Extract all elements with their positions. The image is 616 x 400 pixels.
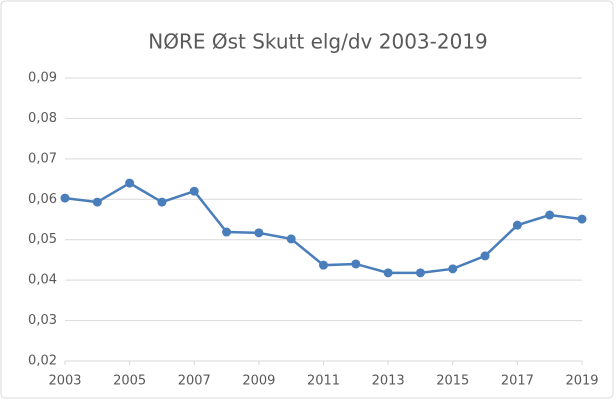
data-point: [125, 178, 135, 188]
data-point: [512, 220, 522, 230]
data-point: [92, 197, 102, 207]
x-tick-label: 2015: [436, 374, 469, 389]
data-point: [448, 264, 458, 274]
data-point: [286, 234, 296, 244]
x-tick-label: 2011: [307, 374, 340, 389]
data-point: [254, 228, 264, 238]
x-tick-label: 2007: [178, 374, 211, 389]
y-tick-label: 0,08: [28, 111, 57, 126]
y-tick-label: 0,07: [28, 151, 57, 166]
y-tick-label: 0,06: [28, 192, 57, 207]
y-tick-label: 0,04: [28, 273, 57, 288]
y-tick-label: 0,05: [28, 232, 57, 247]
y-tick-label: 0,02: [28, 354, 57, 369]
data-point: [545, 210, 555, 220]
x-tick-label: 2003: [48, 374, 81, 389]
x-tick-label: 2009: [242, 374, 275, 389]
data-point: [60, 193, 70, 203]
x-tick-label: 2013: [372, 374, 405, 389]
data-point: [351, 259, 361, 269]
x-tick-label: 2019: [565, 374, 598, 389]
chart-title: NØRE Øst Skutt elg/dv 2003-2019: [148, 30, 488, 54]
data-point: [319, 260, 328, 270]
data-point: [415, 268, 425, 278]
data-point: [189, 186, 199, 196]
data-point: [383, 268, 393, 278]
data-point: [222, 227, 232, 237]
data-point: [480, 251, 490, 261]
y-tick-label: 0,03: [28, 313, 57, 328]
y-tick-label: 0,09: [28, 71, 57, 86]
x-tick-label: 2017: [501, 374, 534, 389]
data-point: [577, 214, 587, 224]
x-tick-label: 2005: [113, 374, 146, 389]
data-point: [157, 197, 167, 207]
